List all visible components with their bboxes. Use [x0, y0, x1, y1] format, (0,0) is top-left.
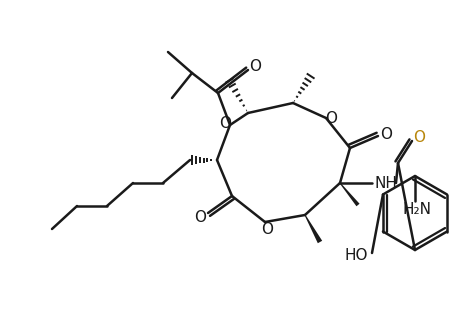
Polygon shape — [340, 183, 360, 206]
Text: O: O — [249, 58, 261, 73]
Polygon shape — [304, 215, 322, 243]
Text: O: O — [194, 209, 206, 224]
Text: O: O — [261, 222, 273, 237]
Text: O: O — [413, 130, 425, 145]
Text: O: O — [325, 111, 337, 126]
Text: NH: NH — [375, 175, 397, 190]
Text: O: O — [380, 127, 392, 142]
Text: HO: HO — [344, 247, 368, 263]
Text: H₂N: H₂N — [403, 201, 432, 216]
Text: O: O — [219, 116, 231, 131]
